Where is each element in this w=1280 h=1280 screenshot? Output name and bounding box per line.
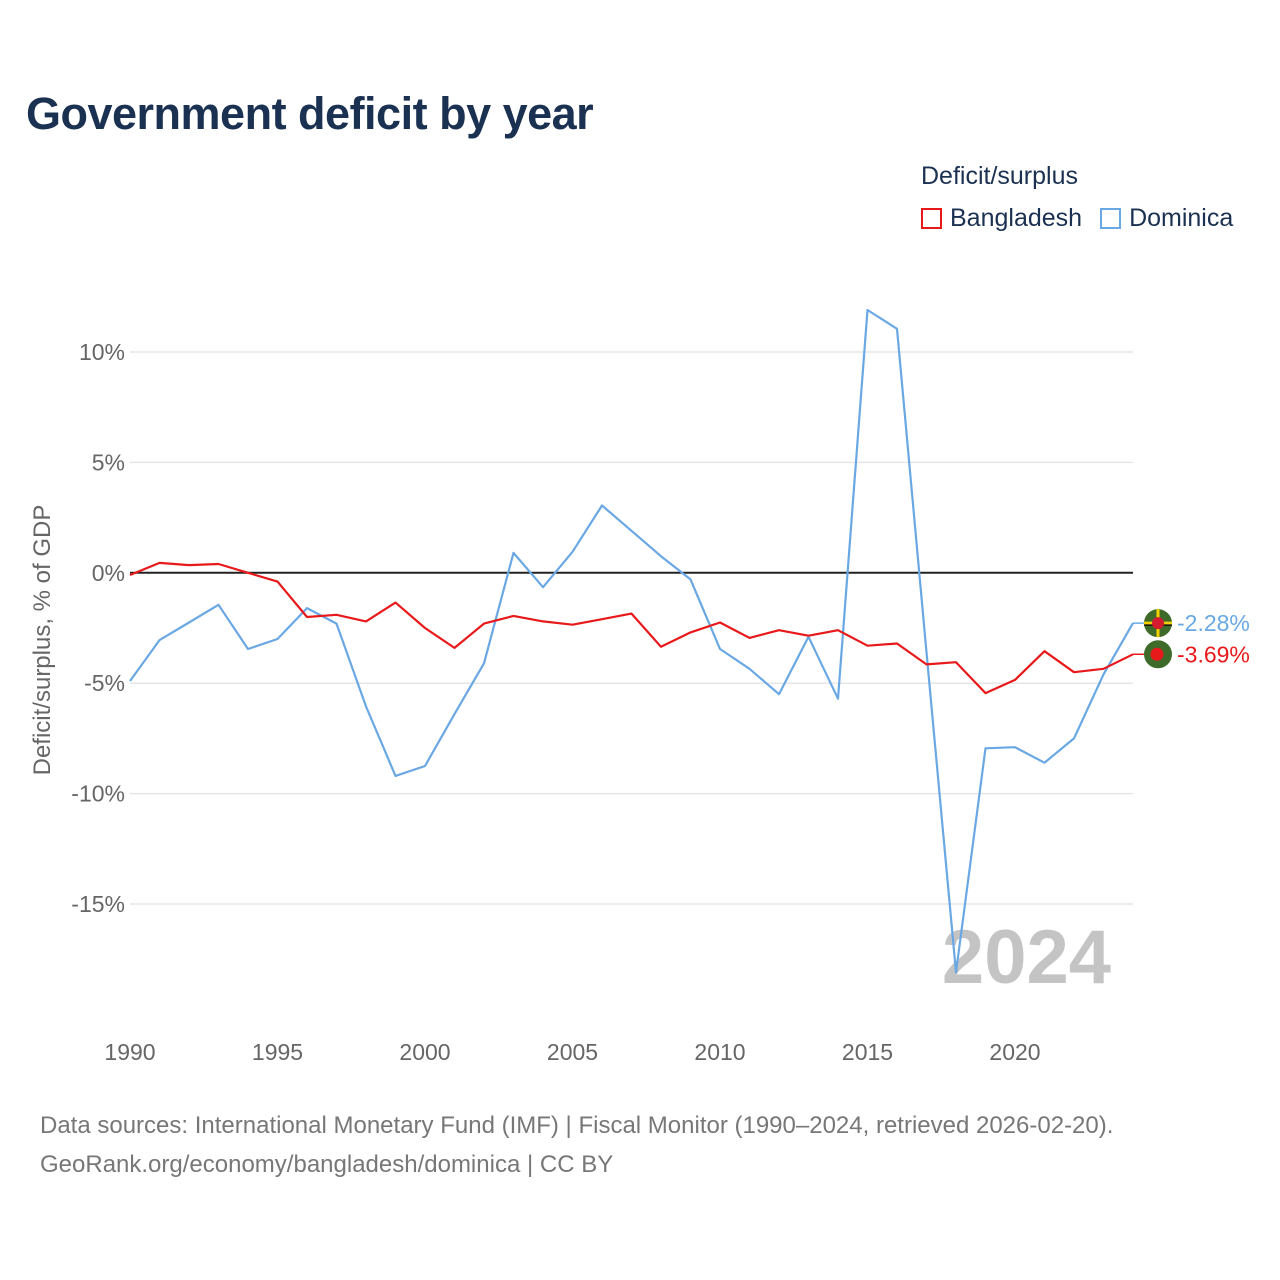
x-tick-label: 2000	[399, 1039, 450, 1065]
y-tick-labels: 10% 5% 0% -5% -10% -15%	[71, 339, 125, 917]
y-tick-label: 10%	[79, 339, 125, 365]
end-label-dominica: -2.28%	[1177, 610, 1250, 636]
year-watermark: 2024	[942, 915, 1111, 1000]
x-tick-label: 1995	[252, 1039, 303, 1065]
y-axis-label: Deficit/surplus, % of GDP	[29, 505, 56, 776]
attribution-link[interactable]: GeoRank.org/economy/bangladesh/dominica …	[40, 1151, 614, 1178]
x-tick-label: 2015	[842, 1039, 893, 1065]
x-tick-label: 1990	[104, 1039, 155, 1065]
y-tick-label: 0%	[92, 560, 125, 586]
legend-swatch-dominica	[1100, 208, 1122, 229]
end-markers: -3.69% -2.28%	[1133, 609, 1250, 669]
series-line-dominica	[129, 308, 1134, 974]
footer: Data sources: International Monetary Fun…	[40, 1106, 1113, 1184]
x-tick-label: 2020	[989, 1039, 1040, 1065]
x-tick-label: 2010	[694, 1039, 745, 1065]
legend-label-dominica: Dominica	[1129, 204, 1234, 232]
y-tick-label: -15%	[71, 891, 125, 917]
flag-disc	[1152, 617, 1164, 630]
series-line-bangladesh	[129, 561, 1134, 695]
end-label-bangladesh: -3.69%	[1177, 641, 1250, 667]
legend-label-bangladesh: Bangladesh	[950, 204, 1083, 232]
legend-item-bangladesh[interactable]: Bangladesh	[921, 204, 1082, 233]
y-tick-label: -10%	[71, 781, 125, 807]
grid-lines	[130, 351, 1133, 905]
x-tick-labels: 1990 1995 2000 2005 2010 2015 2020	[104, 1039, 1040, 1065]
legend-swatch-bangladesh	[921, 208, 942, 229]
legend: Bangladesh Dominica	[921, 204, 1233, 233]
y-tick-label: -5%	[84, 670, 125, 696]
data-source-note: Data sources: International Monetary Fun…	[40, 1112, 1114, 1139]
legend-title: Deficit/surplus	[921, 162, 1078, 190]
y-tick-label: 5%	[92, 449, 125, 475]
series-lines	[129, 308, 1134, 974]
legend-item-dominica[interactable]: Dominica	[1100, 204, 1233, 233]
x-tick-label: 2005	[547, 1039, 598, 1065]
flag-disc	[1150, 647, 1164, 661]
chart-title: Government deficit by year	[26, 88, 594, 139]
